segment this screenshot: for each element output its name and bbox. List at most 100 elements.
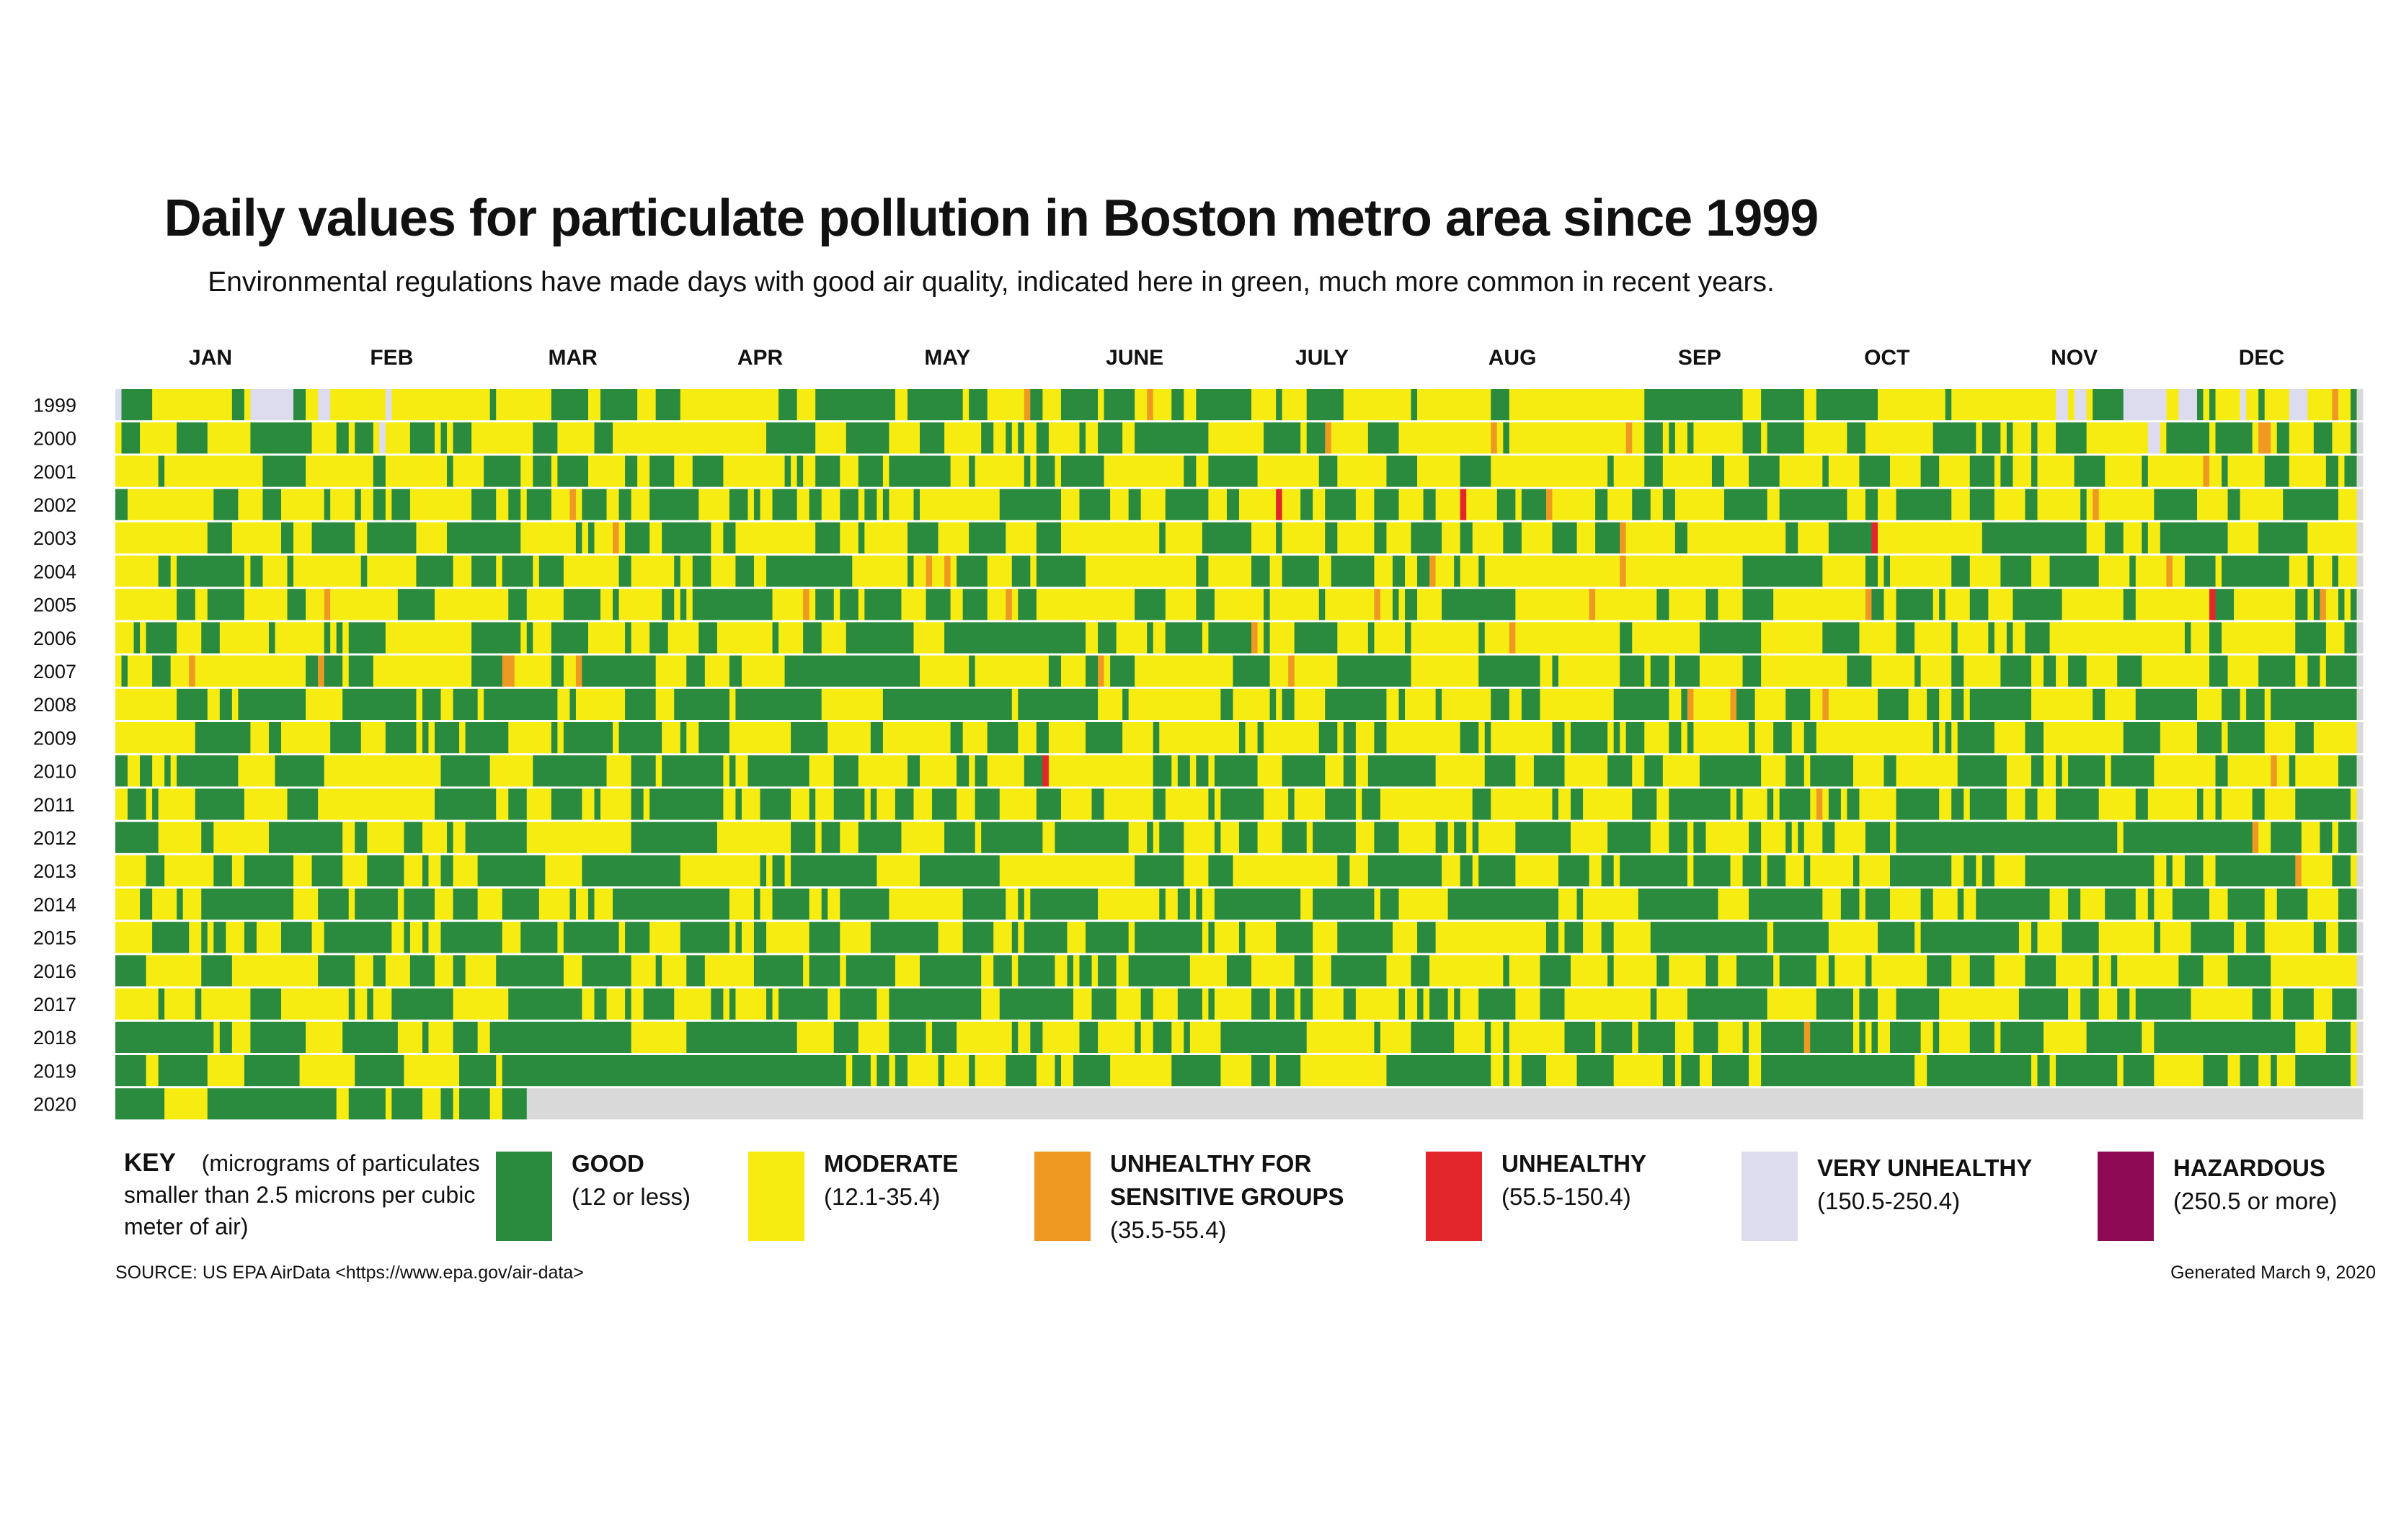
heatmap-cell-run [1098, 1021, 1135, 1053]
heatmap-cell-run [164, 755, 172, 787]
heatmap-cell-run [1411, 655, 1479, 687]
heatmap-cell-run [987, 722, 1019, 754]
heatmap-cell-run [1282, 389, 1308, 421]
heatmap-cell-run [2356, 855, 2364, 886]
heatmap-cell-run [306, 589, 325, 620]
heatmap-cell-run [1976, 855, 1983, 886]
heatmap-cell-run [2196, 722, 2222, 754]
heatmap-cell-run [1325, 688, 1387, 720]
heatmap-cell-run [2215, 422, 2253, 454]
heatmap-cell-run [723, 988, 730, 1020]
heatmap-cell-run [1140, 988, 1154, 1020]
heatmap-cell-run [508, 788, 528, 820]
heatmap-cell-run [2325, 589, 2339, 620]
heatmap-cell-run [115, 1021, 214, 1053]
heatmap-cell-run [1491, 1055, 1504, 1087]
heatmap-cell-run [1460, 522, 1473, 553]
heatmap-cell-run [1773, 722, 1793, 754]
heatmap-cell-run [1060, 655, 1086, 687]
heatmap-cell-run [2123, 589, 2137, 620]
heatmap-cell-run [2209, 622, 2222, 654]
heatmap-cell-run [1620, 655, 1645, 687]
heatmap-cell-run [177, 622, 202, 654]
heatmap-cell-run [815, 589, 835, 620]
heatmap-cell-run [840, 988, 877, 1020]
heatmap-cell-run [2196, 688, 2222, 720]
heatmap-cell-run [1208, 455, 1258, 487]
heatmap-cell-run [975, 755, 988, 787]
heatmap-cell-run [2320, 822, 2333, 853]
heatmap-cell-run [613, 722, 619, 754]
heatmap-cell-run [440, 922, 503, 953]
heatmap-cell-run [373, 489, 386, 520]
heatmap-cell-run [1620, 855, 1688, 886]
heatmap-cell-run [1816, 988, 1854, 1020]
heatmap-row-2015 [115, 922, 2364, 953]
heatmap-cell-run [962, 589, 988, 620]
heatmap-cell-run [477, 1021, 491, 1053]
heatmap-cell-run [496, 1055, 503, 1087]
heatmap-cell-run [932, 788, 957, 820]
heatmap-cell-run [2031, 422, 2038, 454]
heatmap-cell-run [348, 1088, 386, 1120]
heatmap-cell-run [1196, 889, 1203, 920]
heatmap-cell-run [1079, 422, 1086, 454]
heatmap-cell-run [238, 755, 275, 787]
heatmap-cell-run [1662, 755, 1700, 787]
heatmap-cell-run [1853, 755, 1884, 787]
heatmap-cell-run [889, 489, 914, 520]
heatmap-cell-run [281, 922, 313, 953]
heatmap-cell-run [1220, 1055, 1252, 1087]
heatmap-cell-run [1865, 489, 1878, 520]
month-label-june: JUNE [1106, 346, 1163, 370]
heatmap-cell-run [920, 855, 1000, 886]
key-label: KEY [124, 1149, 176, 1177]
heatmap-cell-run [840, 455, 859, 487]
heatmap-cell-run [1073, 988, 1092, 1020]
chart-title: Daily values for particulate pollution i… [164, 190, 1819, 247]
heatmap-cell-run [1460, 556, 1479, 587]
heatmap-cell-run [1877, 389, 1946, 421]
heatmap-cell-run [2056, 1055, 2118, 1087]
heatmap-cell-run [1055, 955, 1068, 987]
heatmap-cell-run [1214, 889, 1301, 920]
heatmap-cell-run [2258, 1055, 2271, 1087]
heatmap-cell-run [1257, 455, 1320, 487]
heatmap-cell-run [1165, 522, 1203, 553]
heatmap-cell-run [1024, 389, 1031, 421]
heatmap-cell-run [1024, 889, 1031, 920]
heatmap-cell-run [1810, 855, 1854, 886]
heatmap-cell-run [1466, 822, 1473, 853]
heatmap-cell-run [1171, 755, 1179, 787]
heatmap-cell-run [680, 589, 687, 620]
heatmap-cell-run [1159, 722, 1240, 754]
heatmap-cell-run [1374, 489, 1399, 520]
heatmap-cell-run [1202, 522, 1252, 553]
heatmap-cell-run [342, 622, 350, 654]
heatmap-cell-run [1018, 1021, 1031, 1053]
heatmap-row-2002 [115, 489, 2364, 520]
heatmap-row-2016 [115, 955, 2364, 987]
heatmap-cell-run [1933, 589, 1940, 620]
heatmap-cell-run [177, 589, 196, 620]
heatmap-cell-run [2123, 1055, 2155, 1087]
heatmap-row-2001 [115, 455, 2364, 487]
heatmap-cell-run [2276, 889, 2308, 920]
heatmap-cell-run [1276, 988, 1295, 1020]
heatmap-cell-run [324, 755, 441, 787]
heatmap-cell-run [219, 688, 233, 720]
heatmap-cell-run [1803, 389, 1817, 421]
heatmap-cell-run [1491, 788, 1553, 820]
heatmap-cell-run [1877, 688, 1909, 720]
heatmap-cell-run [2203, 1055, 2228, 1087]
heatmap-cell-run [471, 622, 521, 654]
heatmap-cell-run [373, 655, 472, 687]
heatmap-cell-run [1859, 455, 1891, 487]
heatmap-cell-run [1644, 655, 1651, 687]
heatmap-cell-run [618, 522, 626, 553]
heatmap-cell-run [1091, 955, 1099, 987]
heatmap-cell-run [459, 1055, 497, 1087]
heatmap-cell-run [244, 788, 288, 820]
heatmap-cell-run [146, 855, 165, 886]
heatmap-cell-run [1607, 755, 1633, 787]
